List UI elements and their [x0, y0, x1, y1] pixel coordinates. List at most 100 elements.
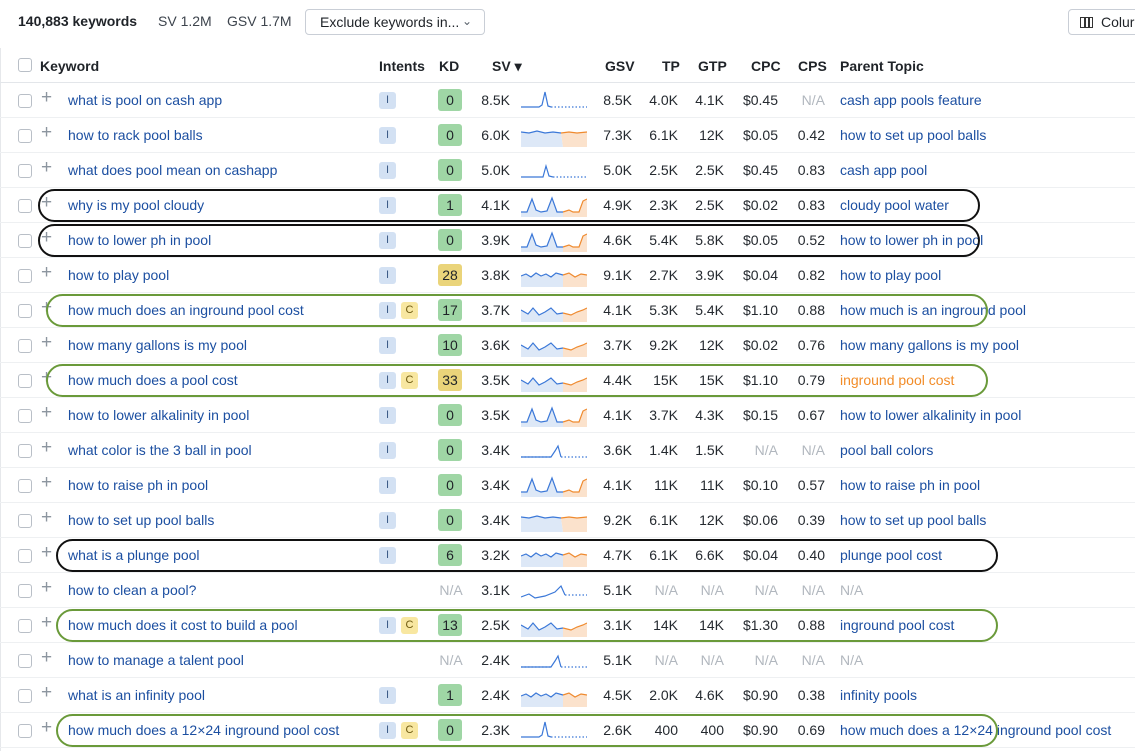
row-checkbox[interactable]: [18, 234, 32, 248]
row-checkbox[interactable]: [18, 94, 32, 108]
parent-topic-link[interactable]: plunge pool cost: [840, 547, 942, 563]
add-to-list-icon[interactable]: +: [41, 542, 53, 563]
row-checkbox[interactable]: [18, 479, 32, 493]
keyword-link[interactable]: how to lower alkalinity in pool: [68, 407, 250, 423]
trend-sparkline[interactable]: [521, 648, 587, 672]
col-sv-sorted[interactable]: SV ▾: [492, 58, 522, 74]
table-row[interactable]: + what does pool mean on cashapp I 0 5.0K 5.0…: [0, 153, 1135, 188]
parent-topic-link[interactable]: how many gallons is my pool: [840, 337, 1019, 353]
row-checkbox[interactable]: [18, 654, 32, 668]
keyword-link[interactable]: what color is the 3 ball in pool: [68, 442, 252, 458]
add-to-list-icon[interactable]: +: [41, 717, 53, 738]
keyword-link[interactable]: how to play pool: [68, 267, 170, 283]
row-checkbox[interactable]: [18, 724, 32, 738]
row-checkbox[interactable]: [18, 339, 32, 353]
trend-sparkline[interactable]: [521, 333, 587, 357]
add-to-list-icon[interactable]: +: [41, 402, 53, 423]
trend-sparkline[interactable]: [521, 683, 587, 707]
row-checkbox[interactable]: [18, 304, 32, 318]
row-checkbox[interactable]: [18, 129, 32, 143]
table-row[interactable]: + what is a plunge pool I 6 3.2K 4.7K 6.1K 6.6K…: [0, 538, 1135, 573]
trend-sparkline[interactable]: [521, 473, 587, 497]
add-to-list-icon[interactable]: +: [41, 647, 53, 668]
add-to-list-icon[interactable]: +: [41, 472, 53, 493]
add-to-list-icon[interactable]: +: [41, 297, 53, 318]
keyword-link[interactable]: how to clean a pool?: [68, 582, 197, 598]
add-to-list-icon[interactable]: +: [41, 122, 53, 143]
parent-topic-link[interactable]: cloudy pool water: [840, 197, 949, 213]
table-row[interactable]: + how to raise ph in pool I 0 3.4K 4.1K 11K 11K…: [0, 468, 1135, 503]
table-row[interactable]: + how much does an inground pool cost I C 17…: [0, 293, 1135, 328]
row-checkbox[interactable]: [18, 619, 32, 633]
parent-topic-link[interactable]: pool ball colors: [840, 442, 934, 458]
col-gtp[interactable]: GTP: [698, 58, 727, 74]
table-row[interactable]: + why is my pool cloudy I 1 4.1K 4.9K 2.3K 2.5K…: [0, 188, 1135, 223]
keyword-link[interactable]: how many gallons is my pool: [68, 337, 247, 353]
keyword-link[interactable]: why is my pool cloudy: [68, 197, 205, 213]
add-to-list-icon[interactable]: +: [41, 262, 53, 283]
trend-sparkline[interactable]: [521, 193, 587, 217]
table-row[interactable]: + how many gallons is my pool I 10 3.6K 3.7K 9…: [0, 328, 1135, 363]
trend-sparkline[interactable]: [521, 613, 587, 637]
keyword-link[interactable]: how to manage a talent pool: [68, 652, 244, 668]
table-row[interactable]: + how to clean a pool? N/A 3.1K 5.1K N/A N/A N/…: [0, 573, 1135, 608]
col-gsv[interactable]: GSV: [605, 58, 635, 74]
keyword-link[interactable]: how to lower ph in pool: [68, 232, 212, 248]
parent-topic-link[interactable]: how to set up pool balls: [840, 512, 987, 528]
table-row[interactable]: + how to play pool I 28 3.8K 9.1K 2.7K 3.9K $0.0…: [0, 258, 1135, 293]
columns-button[interactable]: Colur: [1068, 9, 1135, 35]
table-row[interactable]: + what color is the 3 ball in pool I 0 3.4K 3…: [0, 433, 1135, 468]
trend-sparkline[interactable]: [521, 228, 587, 252]
add-to-list-icon[interactable]: +: [41, 157, 53, 178]
keyword-link[interactable]: how much does a pool cost: [68, 372, 238, 388]
table-row[interactable]: + how to set up pool balls I 0 3.4K 9.2K 6.1K 1…: [0, 503, 1135, 538]
add-to-list-icon[interactable]: +: [41, 192, 53, 213]
parent-topic-link[interactable]: cash app pool: [840, 162, 928, 178]
table-row[interactable]: + how much does it cost to build a pool I C…: [0, 608, 1135, 643]
add-to-list-icon[interactable]: +: [41, 612, 53, 633]
table-row[interactable]: + how much does a 12×24 inground pool cos…: [0, 713, 1135, 748]
parent-topic-link[interactable]: inground pool cost: [840, 372, 955, 388]
select-all-checkbox[interactable]: [18, 58, 32, 72]
row-checkbox[interactable]: [18, 374, 32, 388]
trend-sparkline[interactable]: [521, 578, 587, 602]
trend-sparkline[interactable]: [521, 158, 587, 182]
row-checkbox[interactable]: [18, 584, 32, 598]
parent-topic-link[interactable]: infinity pools: [840, 687, 918, 703]
keyword-link[interactable]: what is pool on cash app: [68, 92, 223, 108]
row-checkbox[interactable]: [18, 689, 32, 703]
trend-sparkline[interactable]: [521, 298, 587, 322]
trend-sparkline[interactable]: [521, 508, 587, 532]
keyword-link[interactable]: how much does it cost to build a pool: [68, 617, 298, 633]
col-parent-topic[interactable]: Parent Topic: [840, 58, 924, 74]
trend-sparkline[interactable]: [521, 403, 587, 427]
add-to-list-icon[interactable]: +: [41, 682, 53, 703]
row-checkbox[interactable]: [18, 199, 32, 213]
trend-sparkline[interactable]: [521, 88, 587, 112]
table-row[interactable]: + how to manage a talent pool N/A 2.4K 5.1K N…: [0, 643, 1135, 678]
row-checkbox[interactable]: [18, 444, 32, 458]
keyword-link[interactable]: how to rack pool balls: [68, 127, 203, 143]
add-to-list-icon[interactable]: +: [41, 507, 53, 528]
row-checkbox[interactable]: [18, 409, 32, 423]
col-cpc[interactable]: CPC: [751, 58, 781, 74]
trend-sparkline[interactable]: [521, 543, 587, 567]
parent-topic-link[interactable]: how much does a 12×24 inground pool cost: [840, 722, 1112, 738]
trend-sparkline[interactable]: [521, 438, 587, 462]
keyword-link[interactable]: how much does an inground pool cost: [68, 302, 304, 318]
table-row[interactable]: + how to lower ph in pool I 0 3.9K 4.6K 5.4K 5.…: [0, 223, 1135, 258]
add-to-list-icon[interactable]: +: [41, 332, 53, 353]
parent-topic-link[interactable]: how much is an inground pool: [840, 302, 1027, 318]
add-to-list-icon[interactable]: +: [41, 437, 53, 458]
table-row[interactable]: + how much does a pool cost I C 33 3.5K 4.4K 15…: [0, 363, 1135, 398]
parent-topic-link[interactable]: how to set up pool balls: [840, 127, 987, 143]
row-checkbox[interactable]: [18, 164, 32, 178]
row-checkbox[interactable]: [18, 269, 32, 283]
parent-topic-link[interactable]: how to lower ph in pool: [840, 232, 984, 248]
parent-topic-link[interactable]: how to raise ph in pool: [840, 477, 981, 493]
parent-topic-link[interactable]: how to play pool: [840, 267, 942, 283]
keyword-link[interactable]: how much does a 12×24 inground pool cost: [68, 722, 340, 738]
exclude-keywords-dropdown[interactable]: Exclude keywords in... ⌄: [305, 9, 485, 35]
keyword-link[interactable]: how to raise ph in pool: [68, 477, 209, 493]
keyword-link[interactable]: what is a plunge pool: [68, 547, 200, 563]
